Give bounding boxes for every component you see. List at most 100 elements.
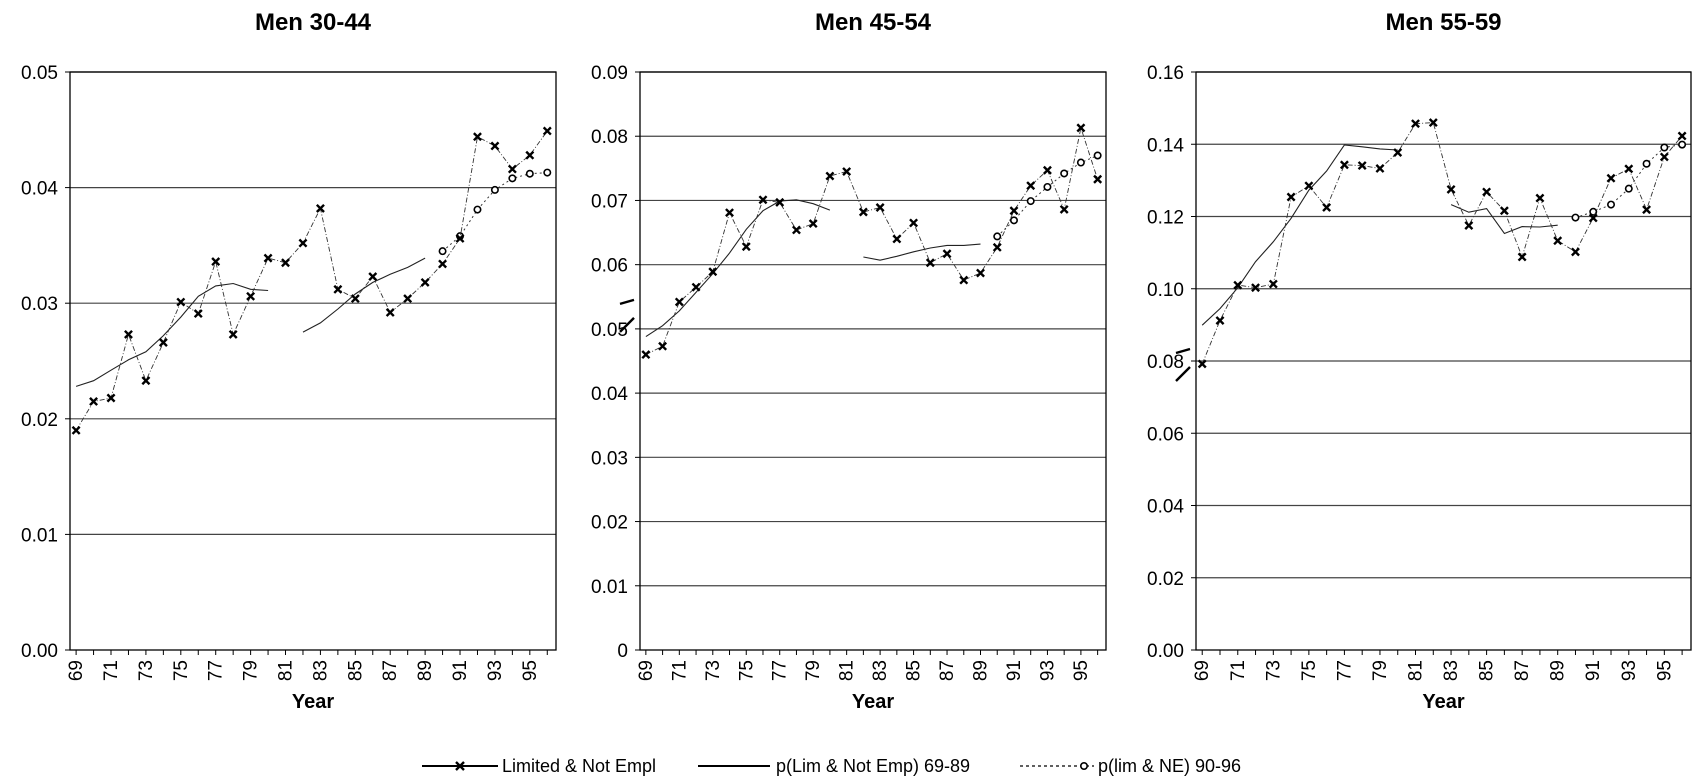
legend-marker-x: [455, 761, 465, 771]
x-tick-label: 81: [276, 660, 297, 681]
x-tick-label: 89: [1548, 660, 1569, 681]
y-tick-label: 0.14: [1147, 135, 1184, 156]
point-observed: [1251, 283, 1260, 293]
point-observed: [925, 258, 935, 268]
series-line-fit-69-89: [302, 257, 426, 333]
point-observed: [455, 234, 465, 243]
y-tick-label: 0.06: [1147, 424, 1184, 445]
y-tick-label: 0.02: [1147, 569, 1184, 590]
point-observed: [976, 268, 985, 278]
x-tick-label: 73: [136, 660, 157, 681]
point-observed: [1624, 164, 1634, 174]
x-tick-label: 75: [736, 660, 757, 681]
x-tick-label: 69: [66, 660, 87, 681]
point-observed: [992, 242, 1002, 252]
point-observed: [674, 297, 684, 307]
point-observed: [741, 242, 751, 252]
point-observed: [1197, 359, 1207, 369]
point-pred-90-96: [543, 168, 552, 177]
point-observed: [1588, 213, 1598, 223]
x-tick-label: 75: [1299, 660, 1320, 681]
point-observed: [1339, 160, 1349, 170]
point-observed: [1322, 203, 1332, 212]
x-tick-label: 91: [450, 660, 471, 681]
y-tick-label: 0.05: [591, 320, 628, 341]
point-observed: [792, 225, 801, 235]
x-tick-label: 79: [1370, 660, 1391, 681]
point-observed: [959, 275, 969, 285]
series-line-observed: [645, 126, 1099, 356]
x-tick-label: 71: [101, 660, 122, 681]
point-pred-90-96: [438, 247, 447, 256]
point-observed: [1411, 119, 1420, 129]
legend-label: p(lim & NE) 90-96: [1098, 756, 1241, 776]
point-observed: [158, 338, 168, 347]
point-pred-90-96: [473, 205, 482, 214]
point-observed: [1393, 148, 1403, 158]
point-observed: [1446, 184, 1456, 194]
axis-break-mark: [1175, 347, 1191, 355]
y-tick-label: 0.05: [21, 63, 58, 84]
point-observed: [403, 294, 413, 304]
y-tick-label: 0.03: [591, 448, 628, 469]
x-tick-label: 93: [1037, 660, 1058, 681]
point-observed: [211, 257, 221, 267]
point-observed: [298, 238, 308, 248]
point-pred-90-96: [1076, 158, 1085, 167]
point-observed: [420, 277, 430, 287]
x-tick-label: 95: [1654, 660, 1675, 681]
point-observed: [315, 203, 325, 213]
series-line-fit-69-89: [75, 282, 269, 387]
point-observed: [507, 164, 517, 174]
point-observed: [842, 167, 852, 176]
plot-frame: [69, 71, 557, 651]
point-pred-90-96: [490, 185, 499, 194]
point-observed: [708, 267, 718, 277]
x-axis-label: Year: [852, 691, 894, 713]
x-tick-label: 79: [241, 660, 262, 681]
point-observed: [875, 203, 885, 212]
x-tick-label: 87: [1512, 660, 1533, 681]
point-observed: [106, 393, 116, 403]
point-observed: [1042, 165, 1052, 175]
x-tick-label: 85: [904, 660, 925, 681]
point-observed: [246, 291, 256, 301]
series-line-observed: [1201, 122, 1683, 365]
point-observed: [333, 284, 343, 294]
axis-break-mark: [1175, 366, 1191, 382]
x-tick-label: 71: [669, 660, 690, 681]
axis-break-mark: [619, 317, 635, 333]
point-observed: [473, 132, 482, 142]
y-tick-label: 0.01: [21, 525, 58, 546]
point-observed: [1215, 316, 1225, 325]
point-observed: [1428, 118, 1438, 128]
y-tick-label: 0.12: [1147, 208, 1184, 229]
legend-label: p(Lim & Not Emp) 69-89: [776, 756, 970, 776]
point-observed: [193, 309, 203, 319]
point-observed: [1304, 181, 1314, 191]
point-observed: [825, 171, 835, 181]
point-observed: [658, 341, 668, 351]
x-tick-label: 85: [345, 660, 366, 681]
x-tick-label: 77: [1334, 660, 1355, 681]
point-pred-90-96: [1093, 151, 1102, 160]
point-observed: [490, 141, 500, 151]
point-pred-90-96: [1009, 216, 1018, 225]
x-tick-label: 73: [703, 660, 724, 681]
y-tick-label: 0.00: [21, 641, 58, 662]
point-pred-90-96: [1026, 197, 1035, 206]
series-line-observed: [75, 130, 548, 431]
point-observed: [1357, 161, 1367, 171]
y-tick-label: 0.02: [21, 410, 58, 431]
y-tick-label: 0.09: [591, 63, 628, 84]
x-tick-label: 83: [870, 660, 891, 681]
x-tick-label: 83: [1441, 660, 1462, 681]
point-pred-90-96: [993, 232, 1002, 241]
point-observed: [1093, 174, 1103, 184]
point-pred-90-96: [525, 169, 534, 178]
point-observed: [909, 218, 919, 228]
legend: Limited & Not Empl p(Lim & Not Emp) 69-89…: [422, 756, 1241, 776]
x-tick-label: 89: [971, 660, 992, 681]
series-line-fit-69-89: [1201, 144, 1398, 326]
point-observed: [385, 307, 395, 317]
